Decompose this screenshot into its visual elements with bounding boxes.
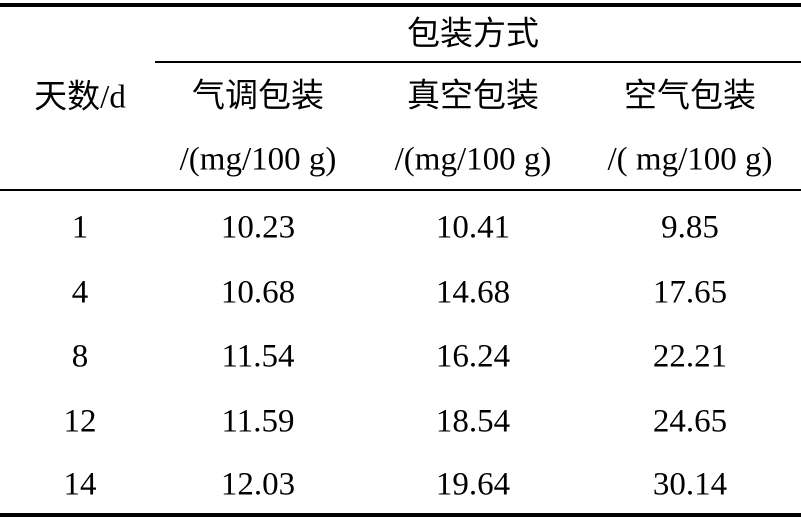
cell-value: 10.23 — [220, 209, 296, 246]
header-rule — [0, 189, 801, 191]
row-label: 8 — [71, 338, 89, 375]
column-name: 真空包装 — [407, 78, 539, 115]
cell-value: 18.54 — [435, 403, 511, 440]
top-rule — [0, 3, 801, 7]
cell-value: 11.59 — [221, 403, 295, 440]
cell-value: 22.21 — [652, 338, 728, 375]
cell-value: 14.68 — [435, 274, 511, 311]
row-label: 14 — [63, 466, 97, 503]
column-unit: /(mg/100 g) — [179, 141, 337, 178]
cell-value: 24.65 — [652, 403, 728, 440]
cell-value: 10.68 — [220, 274, 296, 311]
column-unit: /( mg/100 g) — [607, 141, 773, 178]
column-name: 空气包装 — [624, 78, 756, 115]
cell-value: 16.24 — [435, 338, 511, 375]
group-rule — [155, 61, 801, 63]
cell-value: 30.14 — [652, 466, 728, 503]
cell-value: 11.54 — [221, 338, 295, 375]
cell-value: 17.65 — [652, 274, 728, 311]
column-name: 气调包装 — [192, 78, 324, 115]
cell-value: 12.03 — [220, 466, 296, 503]
row-header: 天数/d — [34, 79, 126, 116]
row-label: 1 — [71, 209, 89, 246]
cell-value: 9.85 — [661, 209, 719, 246]
group-header: 包装方式 — [407, 16, 539, 53]
bottom-rule — [0, 513, 801, 517]
cell-value: 10.41 — [435, 209, 511, 246]
column-unit: /(mg/100 g) — [394, 141, 552, 178]
row-label: 12 — [63, 403, 97, 440]
cell-value: 19.64 — [435, 466, 511, 503]
row-label: 4 — [71, 274, 89, 311]
